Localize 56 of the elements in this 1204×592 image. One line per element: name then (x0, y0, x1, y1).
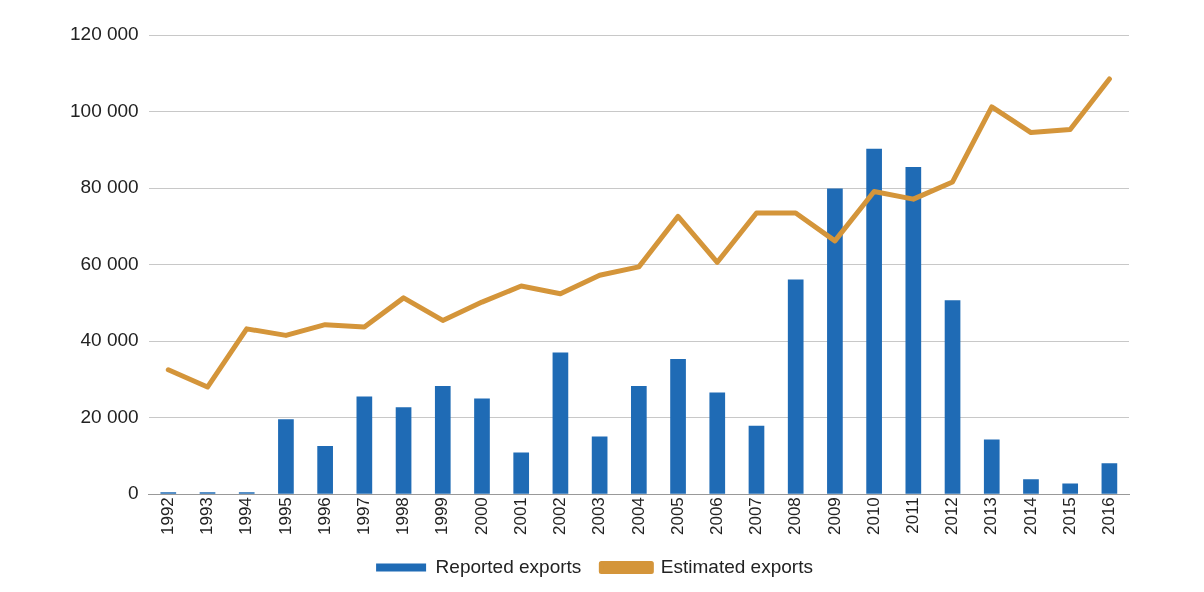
bar (670, 359, 686, 494)
y-tick-label: 40 000 (80, 329, 139, 351)
x-tick-label: 2002 (550, 497, 570, 536)
x-tick-label: 2007 (746, 497, 766, 536)
x-tick-label: 2005 (667, 497, 687, 536)
bar (513, 452, 530, 494)
bar (278, 419, 294, 494)
x-tick-label: 2001 (510, 497, 530, 536)
x-tick-label: 2013 (981, 497, 1001, 536)
x-tick-label: 2000 (471, 497, 491, 536)
x-tick-label: 2006 (706, 497, 726, 536)
x-tick-label: 2011 (903, 497, 923, 534)
bar (827, 188, 843, 494)
bar (1023, 479, 1039, 494)
x-tick-label: 1994 (236, 497, 256, 536)
bar (395, 407, 412, 494)
y-tick-label: 0 (128, 482, 139, 504)
bar (787, 279, 804, 494)
x-tick-label: 2003 (589, 497, 609, 536)
x-tick-label: 2004 (628, 497, 648, 536)
legend-label: Reported exports (435, 555, 582, 577)
x-tick-label: 2010 (863, 497, 883, 536)
x-tick-label: 1993 (197, 497, 217, 536)
y-tick-label: 60 000 (80, 252, 139, 274)
bar (631, 385, 647, 494)
bar (983, 439, 1000, 494)
x-tick-label: 1998 (393, 497, 413, 536)
x-tick-label: 1999 (432, 497, 452, 536)
legend-label: Estimated exports (660, 555, 813, 577)
x-tick-label: 2016 (1099, 497, 1119, 536)
x-tick-label: 1995 (275, 497, 295, 536)
bar (1101, 463, 1118, 494)
y-tick-label: 20 000 (80, 405, 139, 427)
bar (317, 445, 333, 494)
y-tick-label: 80 000 (80, 176, 139, 198)
y-tick-label: 100 000 (69, 99, 139, 121)
bar (944, 300, 961, 494)
x-tick-label: 2012 (942, 497, 962, 536)
x-tick-label: 2015 (1059, 497, 1079, 536)
bar (905, 167, 922, 494)
x-tick-label: 1997 (354, 497, 374, 536)
y-tick-label: 120 000 (69, 23, 139, 45)
x-tick-label: 2014 (1020, 497, 1040, 536)
x-tick-label: 2008 (785, 497, 805, 536)
x-tick-label: 2009 (824, 497, 844, 536)
bar (709, 392, 726, 494)
bar (434, 385, 451, 494)
bar (866, 148, 882, 494)
bar (1062, 483, 1079, 494)
bar (591, 436, 608, 494)
bar (748, 425, 765, 494)
bar (474, 398, 490, 494)
x-tick-label: 1996 (314, 497, 334, 536)
x-tick-label: 1992 (157, 497, 177, 536)
bar (356, 396, 373, 494)
bar (552, 352, 569, 494)
